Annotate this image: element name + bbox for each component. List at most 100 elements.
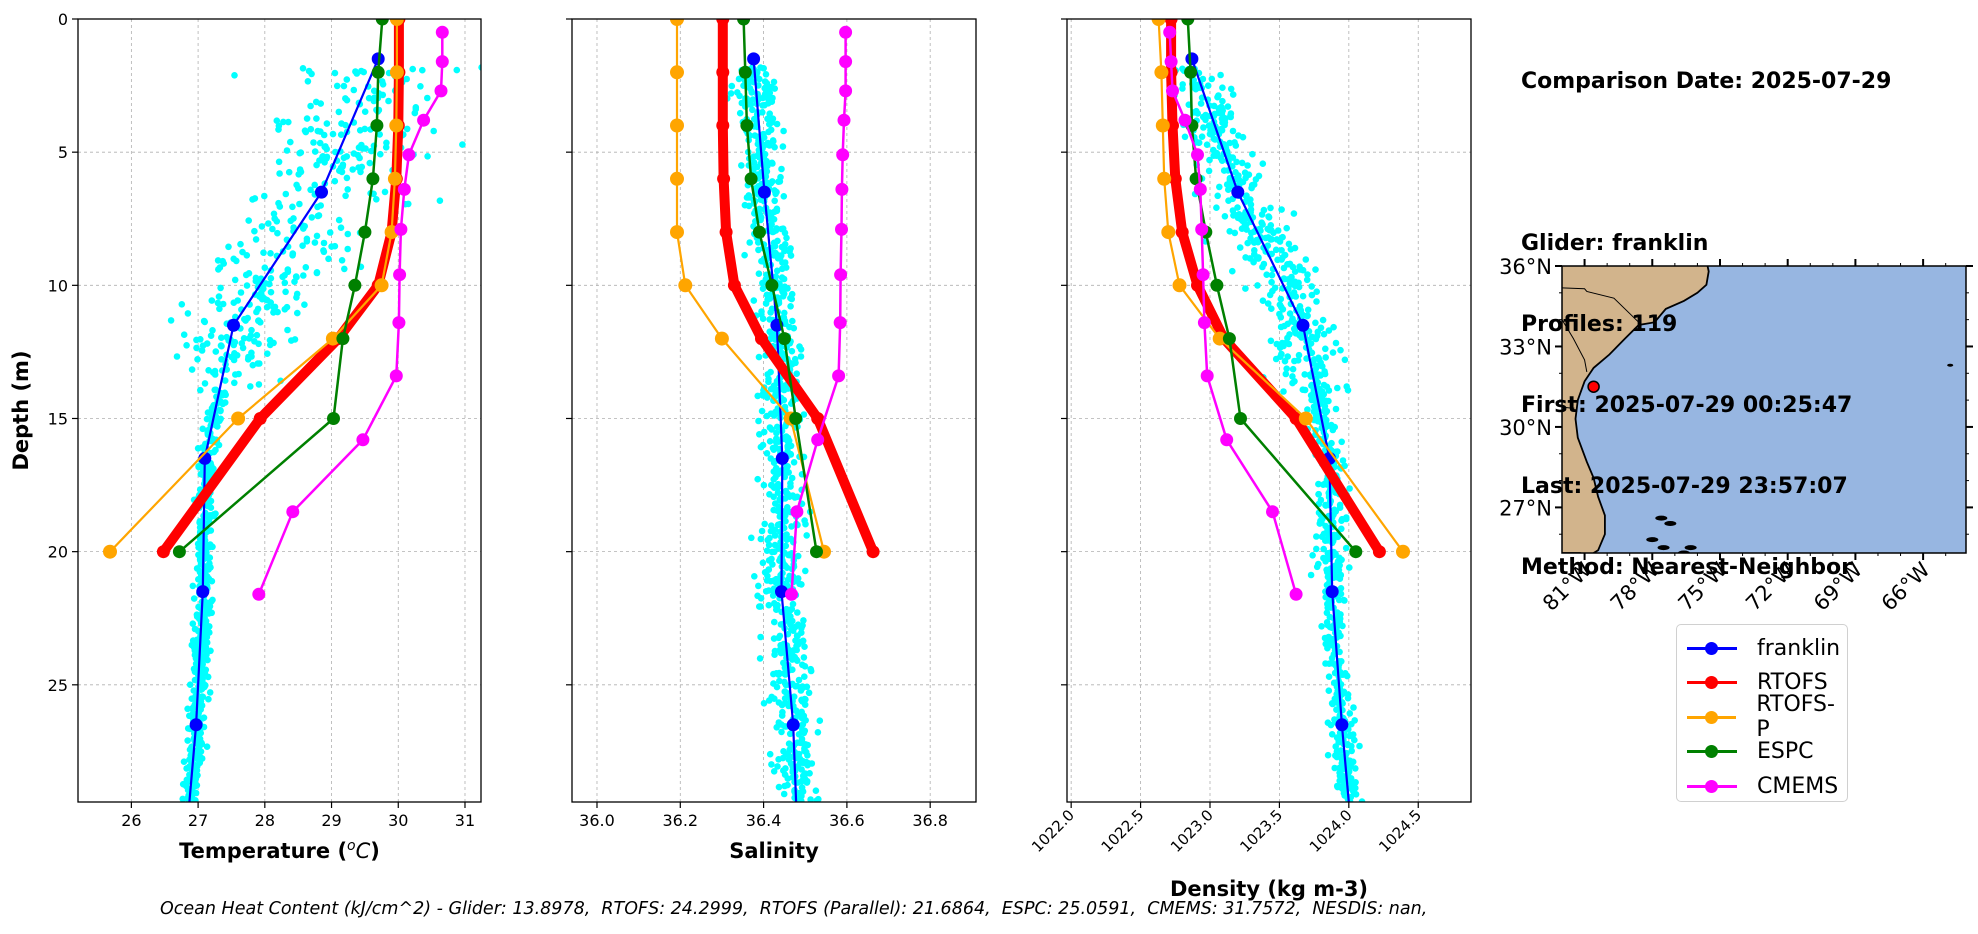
data-point-rtofs-p [1154, 65, 1169, 80]
scatter-point [1328, 439, 1335, 447]
scatter-point [1313, 298, 1320, 305]
scatter-point [1231, 139, 1238, 146]
data-point-cmems [839, 55, 853, 69]
scatter-point [768, 761, 775, 768]
data-point-cmems [1164, 55, 1178, 69]
scatter-point [252, 236, 260, 243]
scatter-point [1322, 397, 1330, 405]
scatter-point [765, 601, 773, 609]
scatter-point [798, 784, 806, 791]
scatter-point [802, 567, 809, 575]
scatter-point [231, 276, 239, 284]
scatter-point [774, 252, 782, 260]
scatter-point [770, 577, 778, 584]
scatter-point [794, 493, 801, 501]
scatter-point [1206, 130, 1214, 138]
scatter-point [1247, 201, 1255, 208]
scatter-point [1335, 566, 1343, 574]
scatter-point [1229, 127, 1237, 135]
state-border [1562, 318, 1588, 373]
scatter-point [755, 582, 762, 590]
scatter-point [781, 678, 788, 686]
scatter-point [750, 159, 758, 166]
scatter-point [807, 796, 814, 802]
scatter-point [1277, 295, 1285, 303]
legend-marker [1705, 676, 1718, 689]
scatter-point [189, 582, 197, 590]
scatter-point [1210, 146, 1217, 154]
data-point-espc [370, 119, 384, 132]
scatter-point [270, 339, 277, 347]
scatter-point [370, 87, 378, 95]
scatter-point [292, 273, 300, 280]
scatter-point [289, 203, 296, 211]
legend-swatch [1687, 745, 1737, 758]
scatter-point [1214, 93, 1221, 101]
scatter-point [1337, 585, 1345, 592]
scatter-point [1179, 81, 1186, 88]
scatter-point [338, 257, 346, 264]
scatter-point [308, 70, 315, 78]
data-point-cmems [839, 25, 853, 39]
scatter-point [751, 132, 759, 139]
scatter-point [1315, 354, 1322, 362]
scatter-point [1179, 65, 1186, 73]
scatter-point [1346, 564, 1353, 571]
scatter-point [206, 543, 213, 551]
scatter-point [787, 303, 794, 310]
data-point-rtofs-p [670, 118, 684, 133]
scatter-point [349, 166, 357, 173]
scatter-point [275, 199, 282, 207]
scatter-point [308, 214, 316, 221]
scatter-point [773, 429, 780, 437]
data-point-glider [1335, 718, 1349, 732]
scatter-point [1204, 82, 1212, 89]
data-point-cmems [1195, 222, 1209, 236]
last-time: Last: 2025-07-29 23:57:07 [1521, 474, 1848, 499]
scatter-point [1284, 334, 1291, 342]
scatter-point [261, 264, 269, 272]
scatter-point [299, 242, 306, 249]
scatter-point [366, 159, 374, 167]
series-rtofs-p [1151, 19, 1410, 559]
y-tick-label: 15 [48, 409, 68, 428]
scatter-point [282, 288, 289, 296]
data-point-rtofs [1191, 278, 1204, 292]
scatter-point [801, 759, 808, 767]
x-tick-label: 36.6 [829, 811, 865, 830]
scatter-point [761, 91, 769, 99]
data-point-glider [747, 52, 761, 66]
scatter-point [245, 270, 253, 277]
data-point-cmems [356, 433, 370, 447]
scatter-point [779, 293, 787, 300]
scatter-point [800, 617, 807, 624]
scatter-point [1242, 192, 1250, 200]
scatter-point [1315, 371, 1323, 378]
scatter-point [778, 265, 786, 273]
scatter-point [1331, 764, 1338, 772]
scatter-point [1334, 609, 1341, 616]
scatter-point [335, 108, 343, 116]
series-line-cmems [257, 31, 444, 596]
series-espc [737, 19, 823, 559]
data-point-espc [1234, 412, 1247, 425]
data-point-espc [348, 278, 362, 292]
scatter-point [800, 775, 807, 782]
data-point-rtofs [727, 278, 741, 292]
scatter-point [1342, 544, 1350, 552]
scatter-point [750, 153, 758, 160]
series-rtofs-p [670, 19, 831, 559]
scatter-point [1330, 511, 1337, 518]
y-axis: 0 5 10 15 20 25 [48, 10, 78, 695]
scatter-point [300, 225, 307, 232]
scatter-point [781, 283, 789, 291]
data-point-espc [358, 225, 372, 239]
scatter-point [409, 65, 417, 73]
scatter-point [758, 527, 766, 535]
scatter-point [180, 331, 188, 339]
data-point-cmems [832, 369, 846, 383]
scatter-point [798, 696, 805, 704]
scatter-point [1304, 312, 1311, 320]
scatter-point [297, 168, 305, 176]
scatter-point [780, 790, 788, 798]
